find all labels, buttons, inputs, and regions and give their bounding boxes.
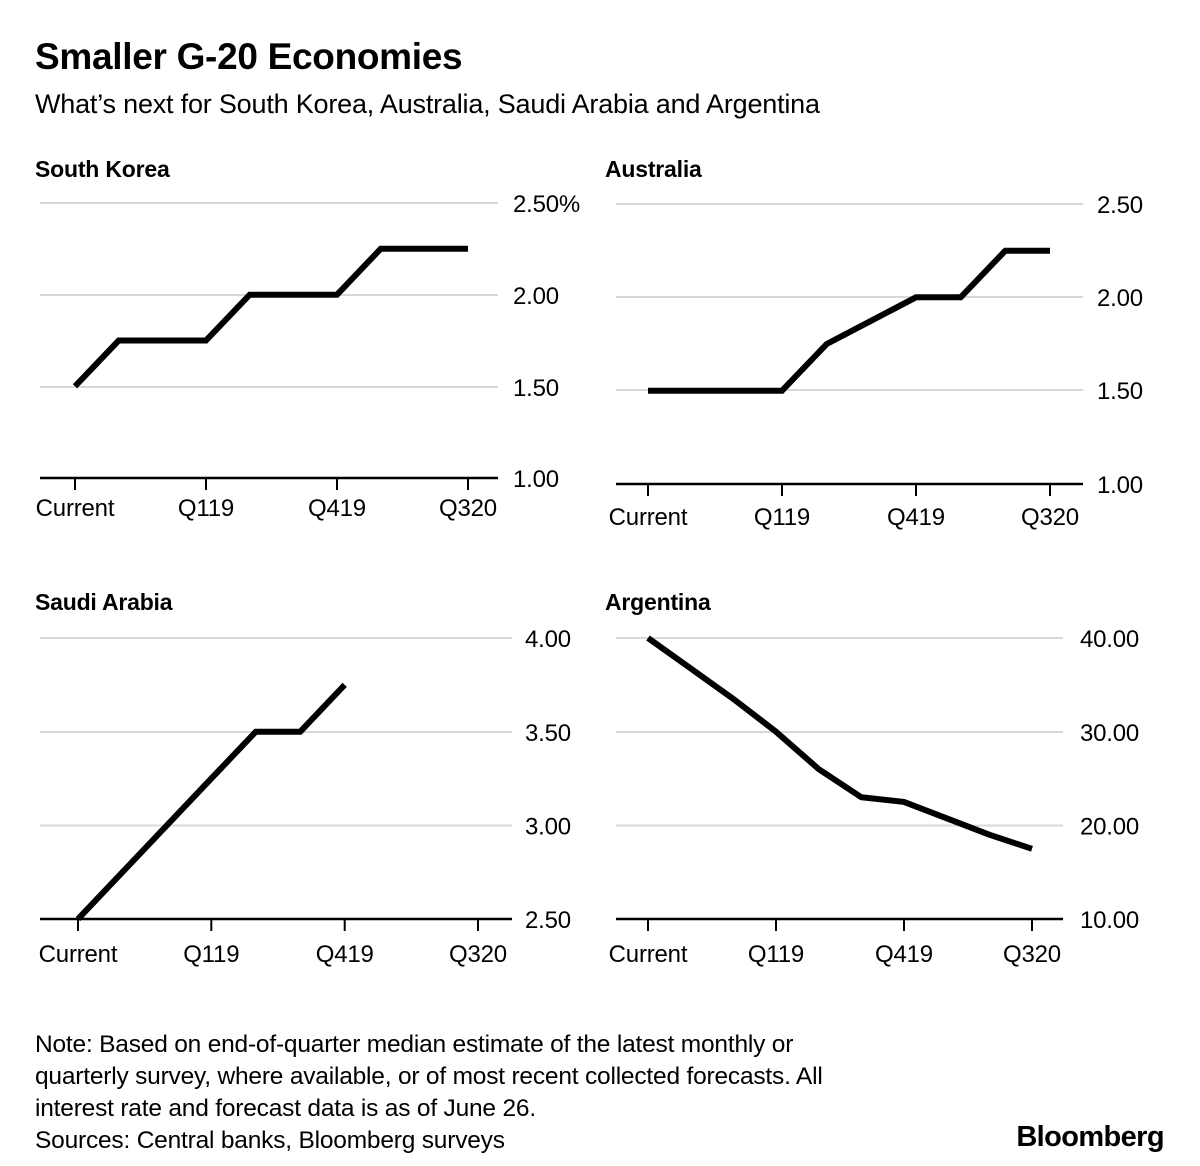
- australia-chart: 2.50 2.00 1.50 1.00 Current Q119 Q419 Q320: [609, 192, 1143, 531]
- series-line: [648, 247, 1050, 394]
- y-tick-label: 2.50: [525, 907, 571, 934]
- series-line: [75, 682, 347, 922]
- y-tick-label: 10.00: [1080, 907, 1139, 934]
- x-tick-label: Q419: [887, 504, 945, 531]
- note-line: quarterly survey, where available, or of…: [35, 1063, 823, 1090]
- y-tick-label: 2.50: [1097, 192, 1143, 219]
- x-tick-label: Q320: [439, 495, 497, 522]
- series-line: [72, 245, 468, 389]
- x-tick-label: Q119: [754, 504, 810, 531]
- y-tick-label: 2.50%: [513, 191, 580, 218]
- x-tick-label: Q320: [1021, 504, 1079, 531]
- y-tick-label: 3.50: [525, 720, 571, 747]
- y-tick-label: 30.00: [1080, 720, 1139, 747]
- south-korea-chart: 2.50% 2.00 1.50 1.00 Current Q119 Q419 Q320: [36, 191, 581, 522]
- note-line: Note: Based on end-of-quarter median est…: [35, 1031, 794, 1058]
- x-tick-label: Q119: [183, 941, 239, 968]
- saudi-arabia-chart: 4.00 3.50 3.00 2.50 Current Q119 Q419 Q320: [39, 626, 571, 968]
- x-tick-label: Q419: [316, 941, 374, 968]
- page-subtitle: What’s next for South Korea, Australia, …: [35, 89, 820, 119]
- bloomberg-logo: Bloomberg: [1016, 1121, 1164, 1153]
- x-tick-label: Q119: [178, 495, 234, 522]
- footer-note: Note: Based on end-of-quarter median est…: [35, 1029, 823, 1157]
- x-tick-label: Current: [609, 504, 688, 531]
- sources-line: Sources: Central banks, Bloomberg survey…: [35, 1127, 505, 1154]
- y-tick-label: 2.00: [1097, 285, 1143, 312]
- note-line: interest rate and forecast data is as of…: [35, 1095, 536, 1122]
- y-tick-label: 2.00: [513, 283, 559, 310]
- x-tick-label: Q419: [875, 941, 933, 968]
- y-tick-label: 4.00: [525, 626, 571, 653]
- y-tick-label: 1.00: [1097, 472, 1143, 499]
- y-tick-label: 20.00: [1080, 814, 1139, 841]
- y-tick-label: 1.50: [1097, 378, 1143, 405]
- page-title: Smaller G-20 Economies: [35, 36, 463, 77]
- y-tick-label: 40.00: [1080, 626, 1139, 653]
- x-tick-label: Q119: [748, 941, 804, 968]
- x-tick-label: Current: [36, 495, 115, 522]
- argentina-chart: 40.00 30.00 20.00 10.00 Current Q119 Q419 Q320: [609, 626, 1140, 968]
- x-tick-label: Current: [609, 941, 688, 968]
- chart-title-saudi-arabia: Saudi Arabia: [35, 589, 173, 615]
- series-line: [646, 635, 1033, 852]
- y-tick-label: 1.00: [513, 466, 559, 493]
- x-tick-label: Current: [39, 941, 118, 968]
- chart-title-australia: Australia: [605, 156, 702, 182]
- y-tick-label: 3.00: [525, 814, 571, 841]
- x-tick-label: Q320: [449, 941, 507, 968]
- chart-title-south-korea: South Korea: [35, 156, 170, 182]
- y-tick-label: 1.50: [513, 375, 559, 402]
- chart-title-argentina: Argentina: [605, 589, 711, 615]
- x-tick-label: Q320: [1003, 941, 1061, 968]
- x-tick-label: Q419: [308, 495, 366, 522]
